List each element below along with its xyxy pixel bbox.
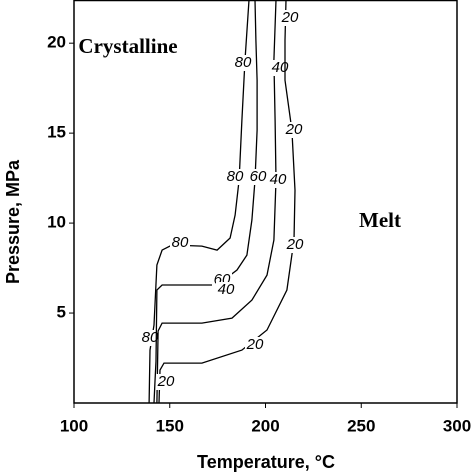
- contour-label: 60: [250, 168, 267, 185]
- contour-label: 20: [286, 236, 304, 253]
- contour-label-bg: [140, 330, 160, 346]
- x-tick-label: 150: [156, 416, 184, 435]
- contour-label: 40: [270, 171, 287, 188]
- annotation: Crystalline: [78, 34, 177, 58]
- x-tick-label: 250: [347, 416, 375, 435]
- contour-label: 80: [142, 329, 159, 346]
- contour-label: 80: [227, 168, 244, 185]
- contour-label-bg: [170, 235, 190, 251]
- contour-label: 20: [246, 336, 264, 353]
- x-axis-title: Temperature, °C: [197, 452, 335, 472]
- contour-label-bg: [284, 122, 304, 138]
- contour-label-bg: [285, 237, 305, 253]
- contour-label-bg: [233, 55, 253, 71]
- contour-line: [148, 0, 250, 404]
- contour-label: 20: [157, 373, 175, 390]
- annotation: Melt: [359, 208, 401, 232]
- plot-frame: [73, 0, 458, 404]
- contour-label: 80: [235, 54, 252, 71]
- y-tick-label: 20: [47, 33, 66, 52]
- contour-line: [156, 0, 277, 404]
- contour-line: [158, 0, 296, 404]
- contour-label-bg: [156, 374, 176, 390]
- contour-label: 20: [285, 121, 303, 138]
- contour-label: 40: [272, 59, 289, 76]
- y-tick-label: 5: [57, 303, 66, 322]
- y-tick-label: 15: [47, 123, 66, 142]
- y-axis-title: Pressure, MPa: [3, 159, 23, 284]
- contour-label: 40: [218, 281, 235, 298]
- x-tick-label: 300: [443, 416, 471, 435]
- contour-label-bg: [216, 282, 236, 298]
- y-tick-label: 10: [47, 213, 66, 232]
- contour-label: 20: [281, 9, 299, 26]
- contour-label-bg: [225, 169, 245, 185]
- contour-label-bg: [268, 172, 288, 188]
- contour-label: 80: [172, 234, 189, 251]
- x-tick-label: 200: [251, 416, 279, 435]
- contour-line: [153, 0, 258, 404]
- contour-label-bg: [248, 169, 268, 185]
- contour-label-bg: [245, 337, 265, 353]
- x-tick-label: 100: [60, 416, 88, 435]
- contour-label-bg: [280, 10, 300, 26]
